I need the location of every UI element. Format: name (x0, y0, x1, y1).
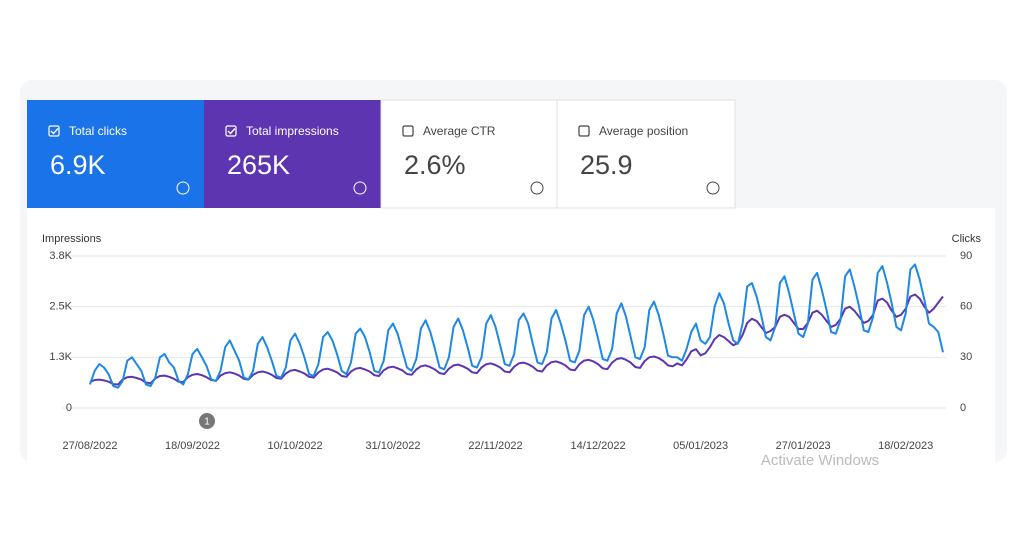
card-value: 6.9K (50, 150, 106, 180)
checkbox[interactable] (402, 125, 414, 137)
watermark: Activate Windows (761, 452, 879, 469)
x-tick-label: 10/10/2022 (268, 440, 323, 452)
y-tick-label: 1.3K (49, 351, 72, 363)
y2-tick-label: 0 (960, 402, 966, 414)
checkmark (227, 128, 236, 135)
metric-card[interactable] (204, 100, 381, 208)
x-tick-label: 18/02/2023 (878, 440, 933, 452)
help-icon[interactable] (530, 181, 544, 195)
metric-card[interactable] (556, 99, 736, 209)
checkbox[interactable] (48, 125, 60, 137)
help-icon[interactable] (706, 181, 720, 195)
y2-tick-label: 90 (960, 250, 972, 262)
help-icon[interactable] (353, 181, 367, 195)
checkbox[interactable] (225, 125, 237, 137)
annotation-marker[interactable] (199, 413, 215, 429)
y-tick-label: 3.8K (49, 250, 72, 262)
x-tick-label: 18/09/2022 (165, 440, 220, 452)
card-label: Average CTR (423, 124, 496, 138)
annotation-label: 1 (204, 417, 210, 428)
x-tick-label: 27/08/2022 (62, 440, 117, 452)
y-tick-label: 2.5K (49, 301, 72, 313)
y2-tick-label: 60 (960, 301, 972, 313)
x-tick-label: 27/01/2023 (776, 440, 831, 452)
card-label: Total impressions (246, 124, 339, 138)
chart-area (27, 208, 995, 462)
checkmark (50, 128, 59, 135)
x-tick-label: 31/10/2022 (365, 440, 420, 452)
help-icon[interactable] (176, 181, 190, 195)
x-tick-label: 05/01/2023 (673, 440, 728, 452)
y2-axis-title: Clicks (952, 233, 982, 245)
card-label: Average position (599, 124, 688, 138)
card-label: Total clicks (69, 124, 127, 138)
series-line (89, 263, 944, 389)
x-tick-label: 22/11/2022 (468, 440, 522, 452)
card-value: 265K (227, 150, 290, 180)
y2-tick-label: 30 (960, 351, 972, 363)
metric-card[interactable] (380, 99, 558, 209)
metric-card[interactable] (27, 100, 204, 208)
x-tick-label: 14/12/2022 (571, 440, 626, 452)
series-line (89, 293, 944, 386)
y-axis-title: Impressions (42, 233, 102, 245)
card-value: 2.6% (404, 150, 466, 180)
checkbox[interactable] (578, 125, 590, 137)
y-tick-label: 0 (66, 402, 72, 414)
card-value: 25.9 (580, 150, 633, 180)
